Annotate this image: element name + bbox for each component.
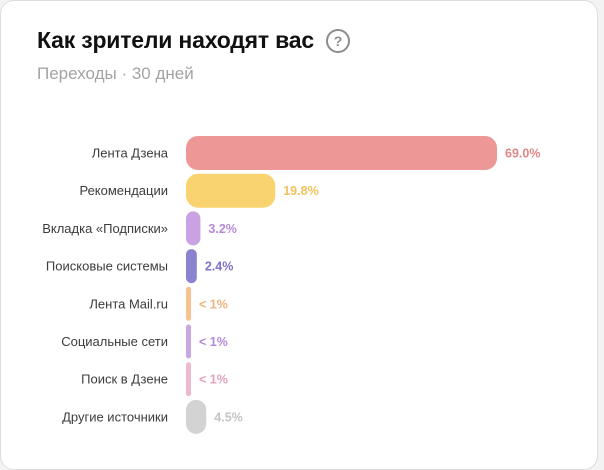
bar	[186, 399, 207, 434]
value-label: < 1%	[199, 335, 228, 349]
title-row: Как зрители находят вас ?	[37, 27, 350, 54]
value-label: 3.2%	[208, 222, 237, 236]
category-label: Социальные сети	[61, 334, 168, 349]
category-label: Поисковые системы	[46, 259, 168, 274]
category-label: Другие источники	[62, 409, 168, 424]
category-label: Вкладка «Подписки»	[42, 221, 168, 236]
value-label: 69.0%	[505, 147, 540, 161]
value-label: < 1%	[199, 373, 228, 387]
category-label: Лента Mail.ru	[89, 296, 168, 311]
category-label: Поиск в Дзене	[81, 372, 168, 387]
value-label: < 1%	[199, 297, 228, 311]
bar	[186, 324, 191, 359]
bar	[186, 286, 191, 321]
traffic-sources-bar-chart: Лента Дзена 69.0% Рекомендации 19.8% Вкладка…	[42, 136, 540, 434]
card-subtitle: Переходы · 30 дней	[37, 64, 194, 83]
category-label: Лента Дзена	[92, 146, 169, 161]
bar	[186, 173, 276, 208]
value-label: 2.4%	[205, 260, 234, 274]
bar	[186, 211, 201, 246]
value-label: 4.5%	[214, 410, 243, 424]
bar	[186, 362, 191, 397]
value-label: 19.8%	[283, 184, 318, 198]
bar	[186, 249, 197, 284]
bar	[186, 136, 497, 170]
question-circle-icon[interactable]: ?	[325, 28, 350, 53]
category-label: Рекомендации	[79, 183, 168, 198]
card-title: Как зрители находят вас	[37, 27, 314, 53]
